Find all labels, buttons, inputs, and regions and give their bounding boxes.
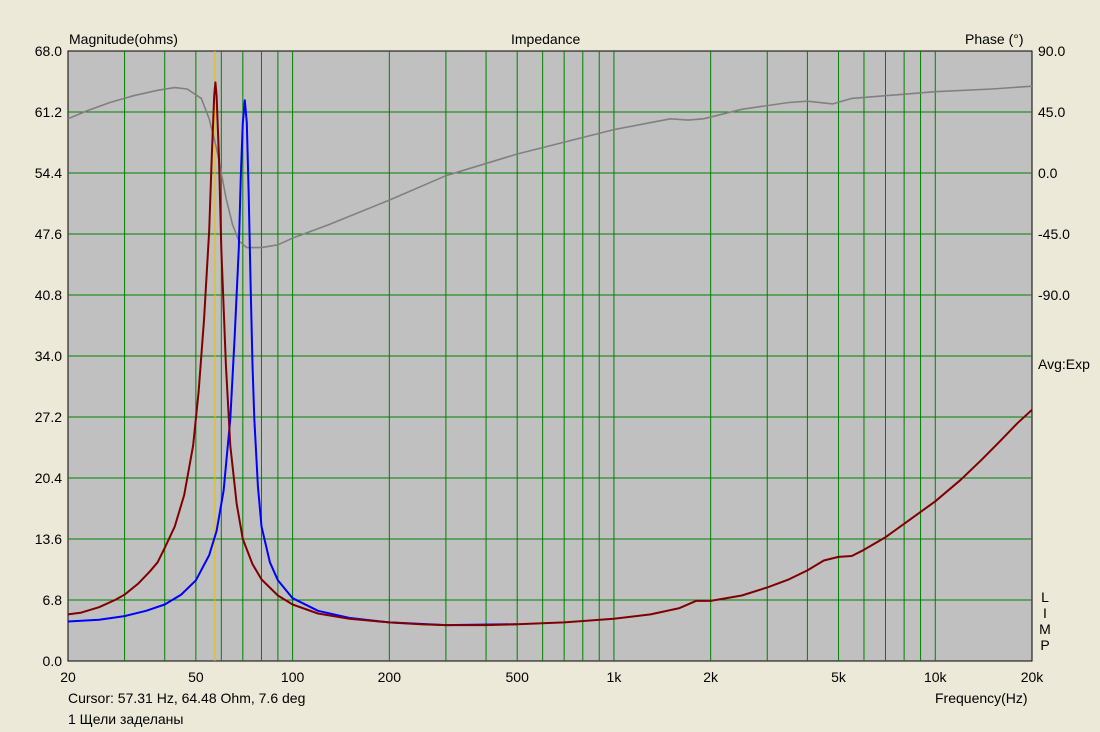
- y-tick-label: 0.0: [43, 653, 63, 669]
- y-tick-label: 13.6: [35, 531, 62, 547]
- y-tick-label: 40.8: [35, 287, 62, 303]
- tick-labels: 0.0 6.8 13.6 20.4 27.2 34.0 40.8 47.6 54.4 61.2 68…: [35, 43, 1070, 685]
- x-tick-label: 1k: [607, 669, 623, 685]
- phase-line: [67, 85, 1033, 249]
- x-tick-label: 2k: [703, 669, 719, 685]
- impedance-2-line: [67, 99, 518, 627]
- y-right-tick-label: -90.0: [1038, 287, 1070, 303]
- x-tick-label: 50: [188, 669, 204, 685]
- y-right-tick-label: 45.0: [1038, 104, 1065, 120]
- y-tick-label: 68.0: [35, 43, 62, 59]
- x-tick-label: 500: [506, 669, 530, 685]
- y-tick-label: 54.4: [35, 165, 62, 181]
- y-axis-label-right: Phase (°): [965, 31, 1024, 47]
- side-legend-i[interactable]: I: [1043, 605, 1047, 621]
- y-right-tick-label: 0.0: [1038, 165, 1058, 181]
- y-tick-label: 27.2: [35, 409, 62, 425]
- x-tick-label: 200: [378, 669, 402, 685]
- y-tick-label: 6.8: [43, 592, 63, 608]
- side-legend-l[interactable]: L: [1041, 589, 1049, 605]
- side-legend-m[interactable]: M: [1039, 621, 1051, 637]
- impedance-1-line: [67, 81, 1033, 627]
- y-right-tick-label: 90.0: [1038, 43, 1065, 59]
- x-axis-label: Frequency(Hz): [935, 690, 1028, 706]
- y-right-tick-label: -45.0: [1038, 226, 1070, 242]
- chart-title: Impedance: [511, 31, 581, 47]
- y-tick-label: 61.2: [35, 104, 62, 120]
- averaging-label: Avg:Exp: [1038, 356, 1090, 372]
- x-tick-label: 100: [281, 669, 305, 685]
- y-tick-label: 47.6: [35, 226, 62, 242]
- curve-caption: 1 Щели заделаны: [68, 711, 184, 727]
- side-legend-p[interactable]: P: [1040, 637, 1050, 653]
- series-layer: [67, 51, 1033, 661]
- y-tick-label: 34.0: [35, 348, 62, 364]
- cursor-readout: Cursor: 57.31 Hz, 64.48 Ohm, 7.6 deg: [68, 690, 306, 706]
- y-axis-label-left: Magnitude(ohms): [69, 31, 178, 47]
- grid: [68, 51, 1032, 661]
- x-tick-label: 20k: [1021, 669, 1045, 685]
- x-tick-label: 5k: [831, 669, 847, 685]
- x-tick-label: 20: [60, 669, 76, 685]
- y-tick-label: 20.4: [35, 470, 62, 486]
- x-tick-label: 10k: [924, 669, 948, 685]
